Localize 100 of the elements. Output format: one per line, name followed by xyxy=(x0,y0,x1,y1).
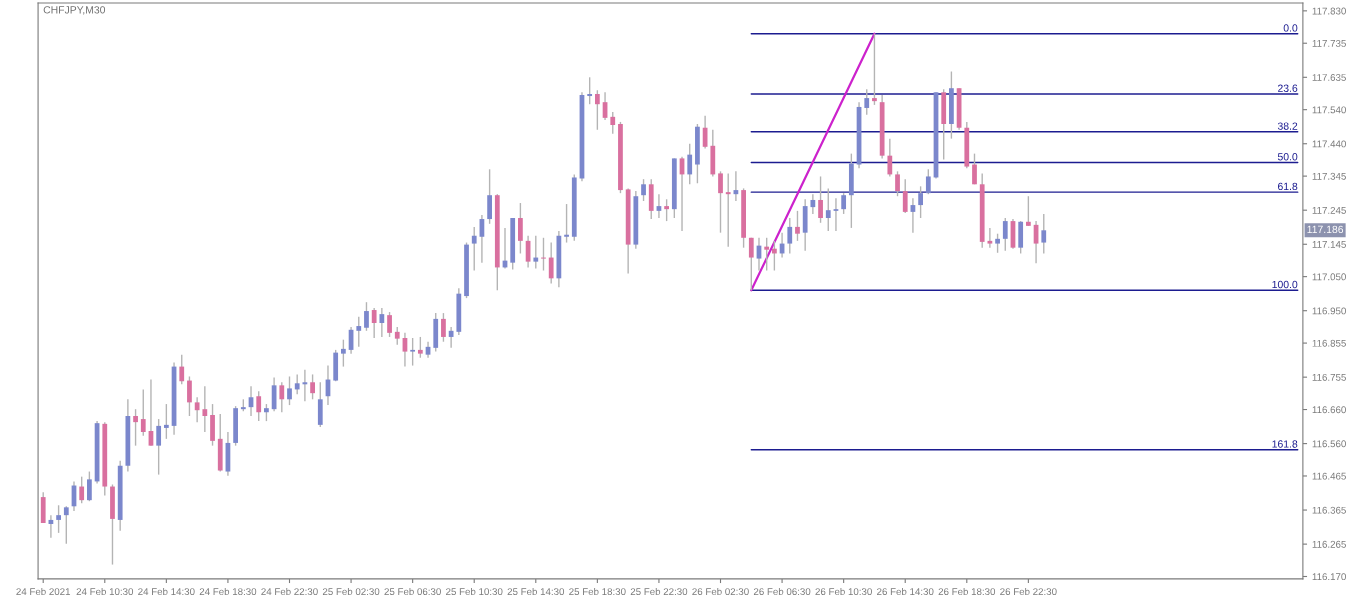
candlestick xyxy=(795,210,800,242)
candlestick xyxy=(256,390,262,422)
x-tick-label: 25 Feb 06:30 xyxy=(384,587,441,596)
y-tick-label: 117.145 xyxy=(1312,241,1346,248)
x-tick-label: 26 Feb 06:30 xyxy=(753,587,811,596)
candlestick xyxy=(279,381,285,413)
x-tick-label: 24 Feb 18:30 xyxy=(199,587,257,596)
candlestick xyxy=(702,115,708,150)
candlestick xyxy=(294,373,300,395)
candlestick xyxy=(448,326,454,349)
x-tick-label: 26 Feb 22:30 xyxy=(1000,587,1057,596)
candlestick xyxy=(833,197,839,232)
y-tick-label: 117.830 xyxy=(1312,7,1346,15)
series-label: 38.2 xyxy=(1277,122,1298,130)
y-tick-label: 116.660 xyxy=(1312,406,1346,414)
x-tick-label: 24 Feb 2021 xyxy=(16,587,71,596)
candlestick xyxy=(471,226,477,272)
candlestick xyxy=(533,235,539,270)
x-tick-label: 26 Feb 14:30 xyxy=(877,587,934,596)
candlestick xyxy=(748,237,754,291)
candlestick xyxy=(718,170,723,234)
candlestick xyxy=(594,89,600,131)
candlestick xyxy=(564,203,569,244)
y-tick-label: 117.735 xyxy=(1312,39,1346,47)
candlestick xyxy=(417,336,423,359)
x-tick-label: 25 Feb 18:30 xyxy=(569,587,626,596)
candlestick xyxy=(1025,195,1031,227)
text: 117.186 xyxy=(1307,225,1344,234)
candlestick xyxy=(518,202,523,255)
y-tick-label: 116.855 xyxy=(1312,339,1346,347)
candlestick xyxy=(410,337,416,367)
candlestick xyxy=(925,168,931,195)
candlestick xyxy=(194,396,200,423)
x-tick-label: 24 Feb 14:30 xyxy=(138,587,195,596)
x-tick-label: 25 Feb 22:30 xyxy=(630,587,688,596)
candlestick xyxy=(56,504,61,534)
candlestick xyxy=(610,111,616,135)
y-tick-label: 117.540 xyxy=(1312,106,1346,114)
candlestick xyxy=(1002,217,1008,252)
candlestick xyxy=(825,187,831,232)
candlestick xyxy=(63,505,69,545)
candlestick xyxy=(356,316,362,348)
candlestick xyxy=(787,217,793,255)
candlestick xyxy=(371,307,377,339)
candlestick xyxy=(587,76,593,105)
candlestick xyxy=(872,32,877,106)
candlestick xyxy=(725,172,731,248)
candlestick xyxy=(441,312,446,343)
candlestick xyxy=(133,408,138,447)
x-tick-label: 25 Feb 02:30 xyxy=(322,587,380,596)
candlestick xyxy=(895,170,900,197)
series-label: 100.0 xyxy=(1272,280,1298,289)
candlestick xyxy=(287,375,292,406)
candlestick xyxy=(379,307,385,338)
y-tick-label: 116.170 xyxy=(1312,573,1346,581)
candlestick xyxy=(79,475,85,504)
candlestick xyxy=(995,233,1000,254)
candlestick xyxy=(918,185,923,219)
candlestick xyxy=(87,470,92,502)
candlestick xyxy=(387,311,392,338)
candlestick xyxy=(972,152,977,185)
candlestick xyxy=(179,353,185,386)
candlestick xyxy=(140,388,146,437)
x-tick-label: 26 Feb 10:30 xyxy=(815,587,872,596)
y-tick-label: 117.345 xyxy=(1312,172,1346,180)
candlestick xyxy=(987,227,993,249)
x-tick-label: 24 Feb 10:30 xyxy=(76,587,134,596)
y-tick-label: 116.465 xyxy=(1312,472,1346,480)
series-label: 23.6 xyxy=(1278,84,1298,92)
candlestick xyxy=(163,403,169,440)
candlestick xyxy=(887,137,893,178)
chart-title: CHFJPY,M30 xyxy=(43,6,106,15)
candlestick xyxy=(864,88,870,116)
series-label: 0.0 xyxy=(1283,24,1298,32)
candlestick xyxy=(340,338,346,368)
candlestick xyxy=(310,373,315,401)
y-tick-label: 117.245 xyxy=(1312,206,1346,214)
candlestick xyxy=(841,192,847,215)
candlestick xyxy=(1041,213,1047,255)
candlestick xyxy=(364,301,369,332)
y-tick-label: 116.265 xyxy=(1312,540,1346,548)
series-label: 161.8 xyxy=(1272,440,1298,448)
candlestick xyxy=(548,241,554,285)
candlestick xyxy=(487,168,492,225)
y-tick-label: 117.440 xyxy=(1312,140,1346,148)
candlestick xyxy=(641,178,646,202)
x-tick-label: 25 Feb 10:30 xyxy=(446,587,503,596)
y-tick-label: 117.635 xyxy=(1312,74,1346,81)
candlestick xyxy=(202,385,208,433)
y-tick-label: 116.365 xyxy=(1312,506,1346,514)
candlestick xyxy=(902,178,908,214)
y-tick-label: 116.560 xyxy=(1312,440,1346,448)
series-label: 50.0 xyxy=(1277,153,1298,161)
x-tick-label: 26 Feb 18:30 xyxy=(938,587,996,596)
y-tick-label: 116.950 xyxy=(1312,307,1346,315)
y-tick-label: 117.050 xyxy=(1312,273,1346,281)
x-tick-label: 24 Feb 22:30 xyxy=(261,587,318,596)
candlestick xyxy=(156,418,162,476)
candlestick xyxy=(764,237,770,272)
candlestick xyxy=(818,175,823,224)
